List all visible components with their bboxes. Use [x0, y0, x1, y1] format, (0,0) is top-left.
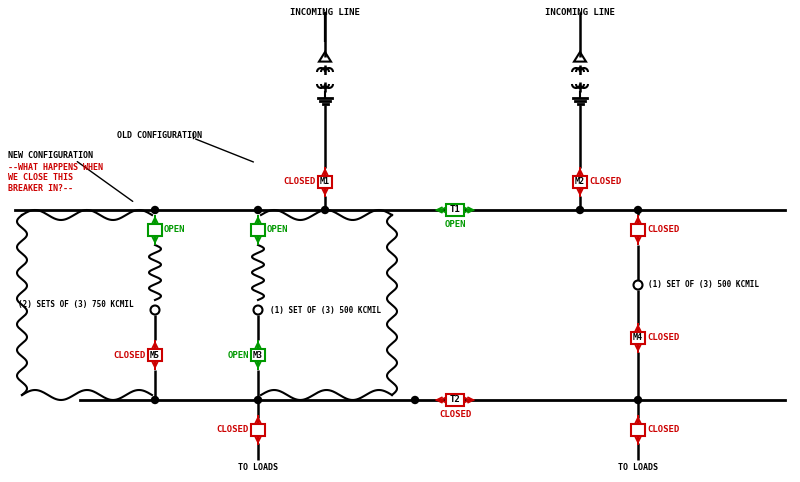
Circle shape: [411, 397, 418, 403]
Bar: [631, 332, 645, 344]
Bar: [631, 424, 645, 436]
Text: OPEN: OPEN: [227, 350, 249, 360]
Text: TO LOADS: TO LOADS: [238, 463, 278, 472]
Text: INCOMING LINE: INCOMING LINE: [290, 8, 360, 17]
Text: CLOSED: CLOSED: [439, 410, 471, 419]
Text: CLOSED: CLOSED: [647, 334, 679, 343]
Text: TO LOADS: TO LOADS: [618, 463, 658, 472]
Circle shape: [322, 206, 329, 214]
Text: M1: M1: [320, 177, 330, 187]
Text: (2) SETS OF (3) 750 KCMIL: (2) SETS OF (3) 750 KCMIL: [18, 300, 134, 309]
Text: CLOSED: CLOSED: [217, 426, 249, 434]
Bar: [318, 176, 332, 188]
Circle shape: [254, 206, 262, 214]
Circle shape: [634, 397, 642, 403]
Bar: [446, 394, 464, 406]
Bar: [446, 204, 464, 216]
Bar: [251, 424, 265, 436]
Bar: [148, 349, 162, 361]
Bar: [573, 176, 587, 188]
Circle shape: [634, 206, 642, 214]
Circle shape: [254, 397, 262, 403]
Bar: [148, 224, 162, 236]
Text: CLOSED: CLOSED: [114, 350, 146, 360]
Text: NEW CONFIGURATION: NEW CONFIGURATION: [8, 150, 93, 160]
Text: OPEN: OPEN: [267, 226, 289, 235]
Text: M2: M2: [575, 177, 585, 187]
Text: CLOSED: CLOSED: [284, 177, 316, 187]
Text: (1) SET OF (3) 500 KCMIL: (1) SET OF (3) 500 KCMIL: [270, 306, 381, 314]
Text: M5: M5: [150, 350, 160, 360]
Text: --WHAT HAPPENS WHEN
WE CLOSE THIS
BREAKER IN?--: --WHAT HAPPENS WHEN WE CLOSE THIS BREAKE…: [8, 163, 103, 193]
Text: OLD CONFIGURATION: OLD CONFIGURATION: [117, 131, 202, 139]
Text: M3: M3: [253, 350, 263, 360]
Text: CLOSED: CLOSED: [589, 177, 622, 187]
Bar: [631, 224, 645, 236]
Text: OPEN: OPEN: [444, 220, 466, 229]
Text: M4: M4: [633, 334, 643, 343]
Bar: [251, 349, 265, 361]
Text: INCOMING LINE: INCOMING LINE: [545, 8, 615, 17]
Text: CLOSED: CLOSED: [647, 426, 679, 434]
Text: (1) SET OF (3) 500 KCMIL: (1) SET OF (3) 500 KCMIL: [648, 281, 759, 290]
Text: OPEN: OPEN: [164, 226, 186, 235]
Text: T2: T2: [450, 396, 460, 404]
Text: T1: T1: [450, 205, 460, 214]
Bar: [251, 224, 265, 236]
Circle shape: [577, 206, 583, 214]
Circle shape: [151, 206, 158, 214]
Text: CLOSED: CLOSED: [647, 226, 679, 235]
Circle shape: [151, 397, 158, 403]
